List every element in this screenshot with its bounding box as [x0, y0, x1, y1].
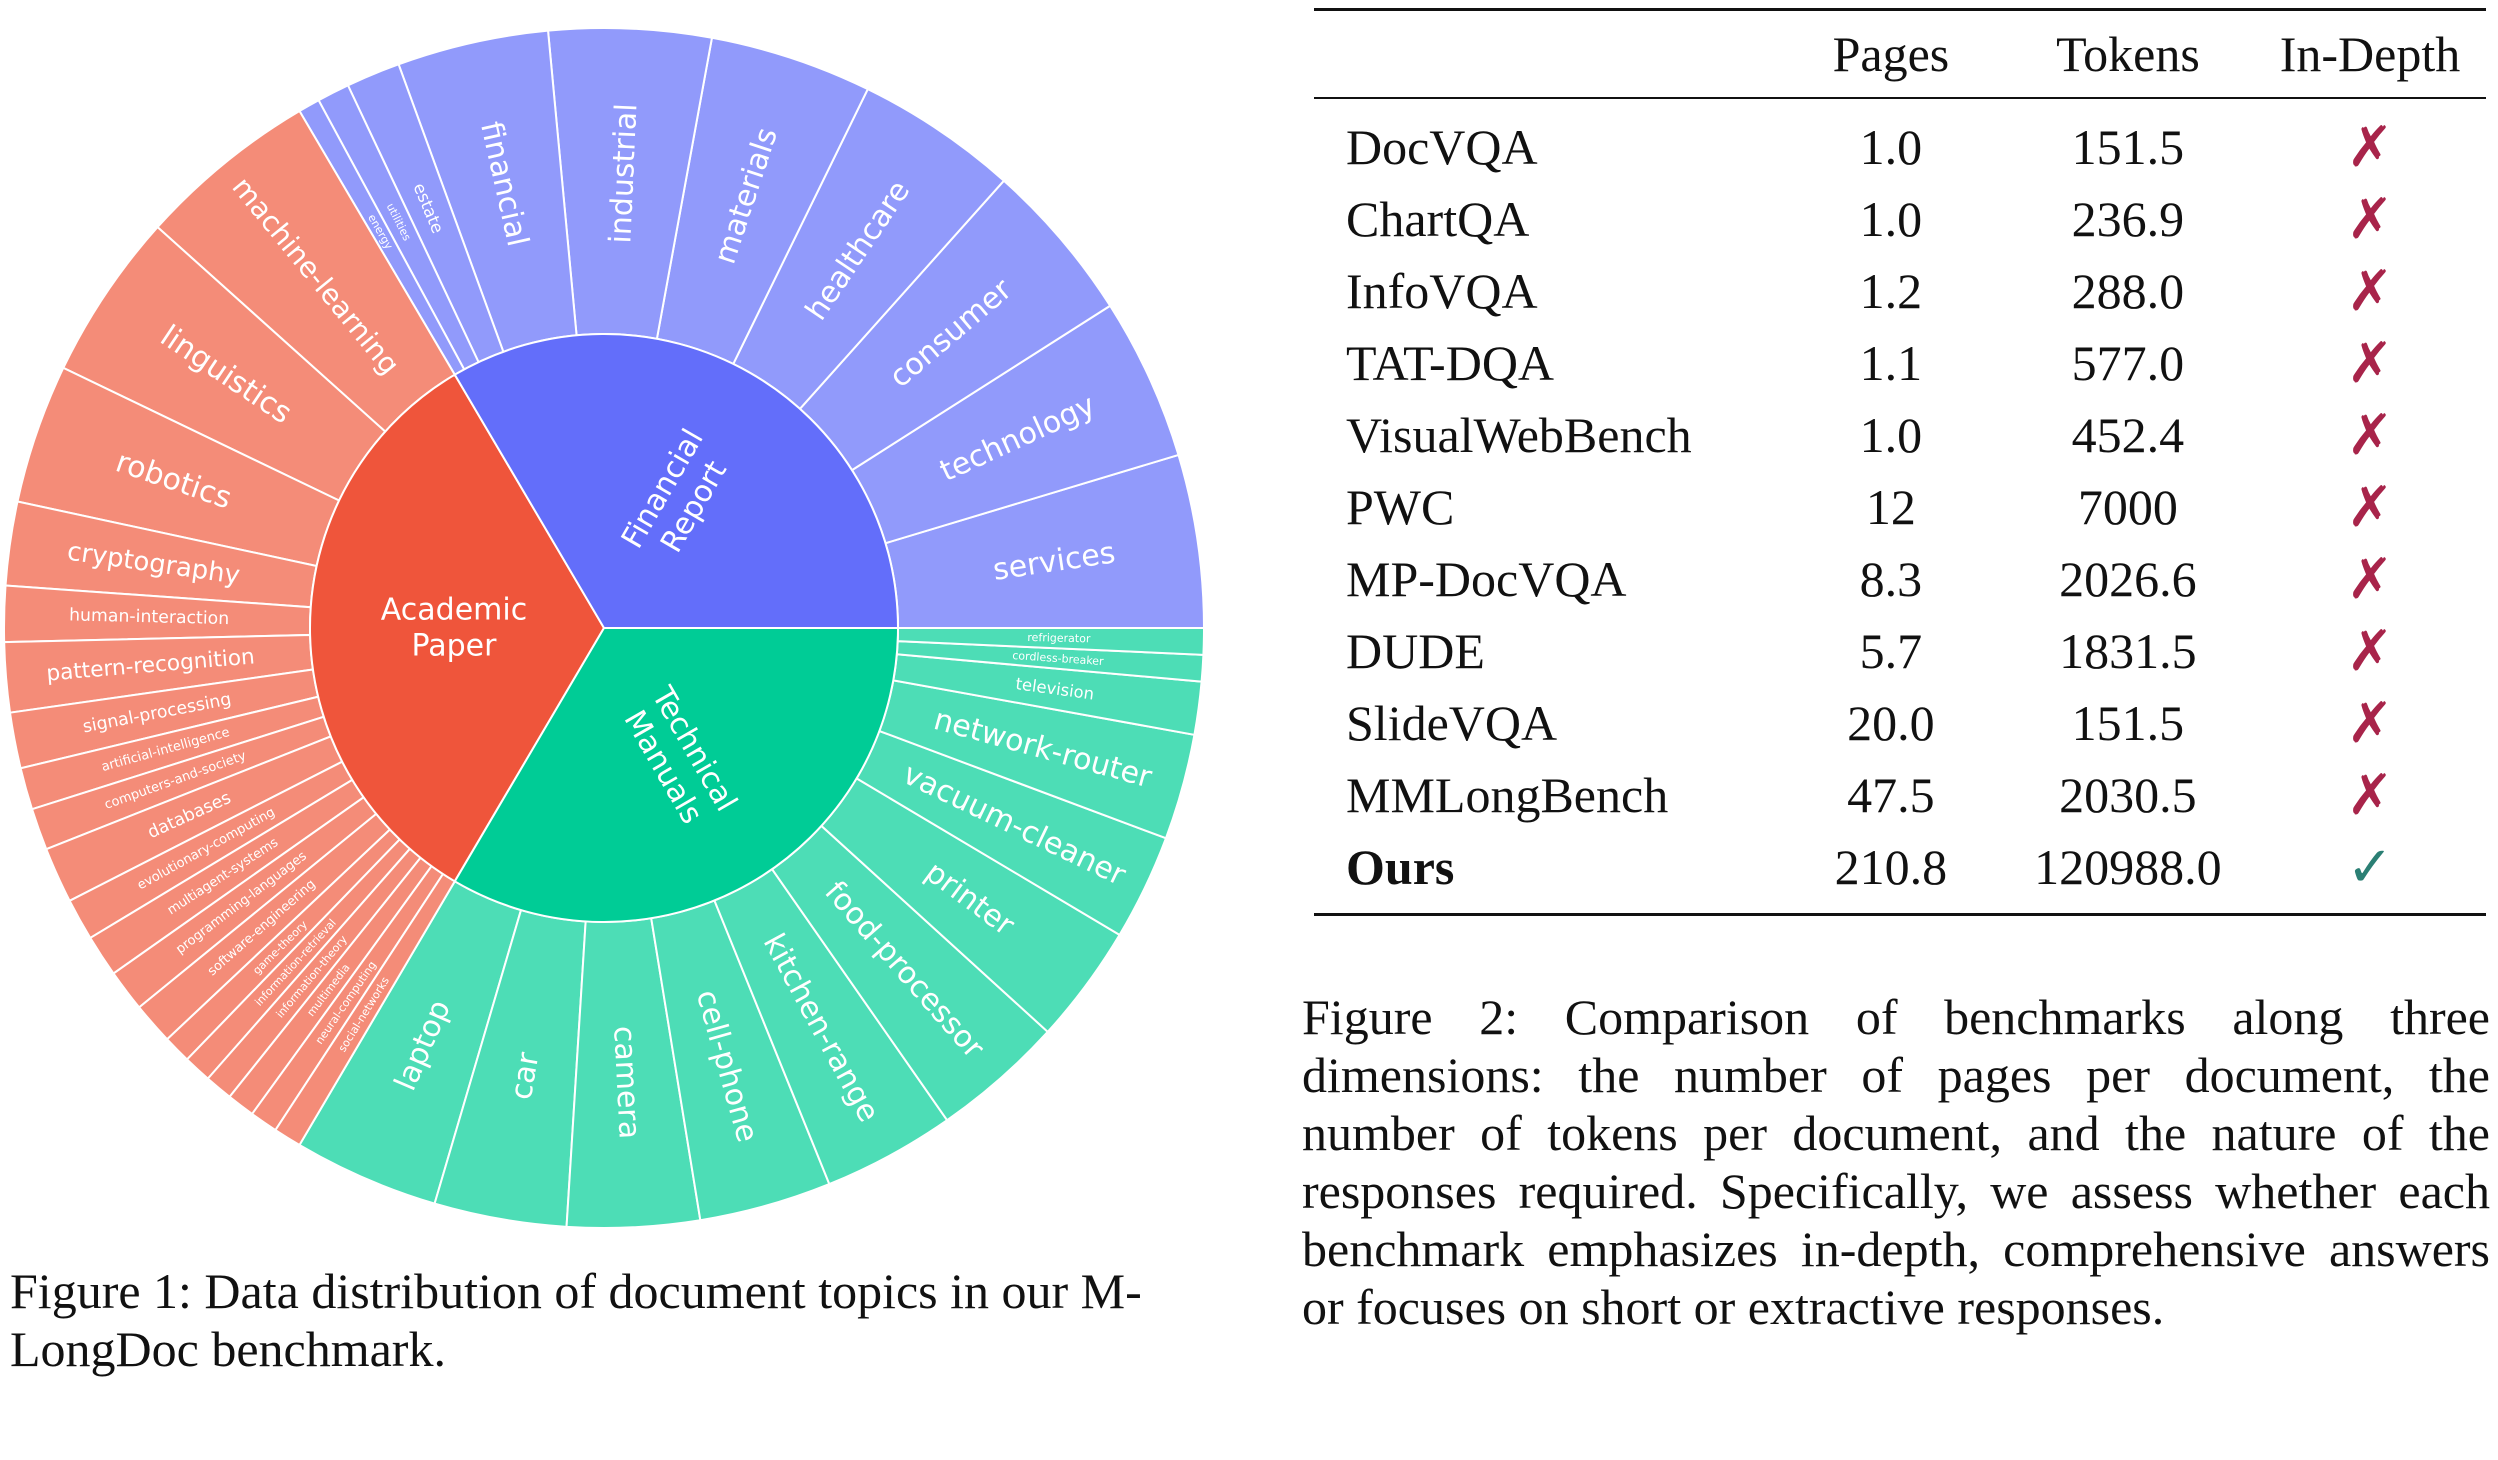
- pages-value: 1.1: [1859, 335, 1923, 391]
- table-row: SlideVQA 20.0 151.5 ✗: [1314, 687, 2486, 759]
- sunburst-outer-label: refrigerator: [1027, 631, 1091, 645]
- header-pages: Pages: [1832, 26, 1950, 82]
- tokens-value: 151.5: [2071, 695, 2185, 751]
- sunburst-outer-label: car: [504, 1049, 547, 1102]
- benchmark-name: MMLongBench: [1346, 767, 1669, 823]
- tokens-value: 7000: [2077, 479, 2178, 535]
- benchmark-table: Pages Tokens In-Depth DocVQA 1.0 151.5 ✗…: [1314, 8, 2486, 916]
- pages-value: 5.7: [1859, 623, 1923, 679]
- table-row: VisualWebBench 1.0 452.4 ✗: [1314, 399, 2486, 471]
- sunburst-outer-label: cordless-breaker: [1012, 649, 1105, 668]
- tokens-value: 577.0: [2071, 335, 2185, 391]
- tokens-value: 1831.5: [2059, 623, 2197, 679]
- tokens-value: 2030.5: [2059, 767, 2197, 823]
- sunburst-outer-label: camera: [606, 1025, 647, 1140]
- table-row: TAT-DQA 1.1 577.0 ✗: [1314, 327, 2486, 399]
- benchmark-name: DocVQA: [1346, 119, 1538, 175]
- sunburst-outer-label: industrial: [603, 103, 644, 245]
- sunburst-inner-segment-academic: [309, 373, 606, 883]
- cross-mark-icon: ✗: [2346, 474, 2394, 540]
- table-row: ChartQA 1.0 236.9 ✗: [1314, 183, 2486, 255]
- tokens-value: 236.9: [2071, 191, 2185, 247]
- header-tokens: Tokens: [2056, 26, 2200, 82]
- benchmark-name: ChartQA: [1346, 191, 1530, 247]
- table-row: PWC 12 7000 ✗: [1314, 471, 2486, 543]
- header-name: [1314, 10, 1780, 99]
- benchmark-name-ours: Ours: [1346, 839, 1455, 895]
- pages-value: 47.5: [1847, 767, 1935, 823]
- pages-value: 8.3: [1859, 551, 1923, 607]
- tokens-value: 2026.6: [2059, 551, 2197, 607]
- cross-mark-icon: ✗: [2346, 618, 2394, 684]
- tokens-value: 288.0: [2071, 263, 2185, 319]
- cross-mark-icon: ✗: [2346, 402, 2394, 468]
- sunburst-inner-segment-technical: [453, 627, 900, 923]
- cross-mark-icon: ✗: [2346, 258, 2394, 324]
- tokens-value: 120988.0: [2034, 839, 2222, 895]
- benchmark-name: InfoVQA: [1346, 263, 1538, 319]
- table-row-ours: Ours 210.8 120988.0 ✓: [1314, 831, 2486, 915]
- pages-value: 20.0: [1847, 695, 1935, 751]
- pages-value: 1.0: [1859, 191, 1923, 247]
- table-header-row: Pages Tokens In-Depth: [1314, 9, 2486, 99]
- benchmark-name: PWC: [1346, 479, 1455, 535]
- benchmark-name: TAT-DQA: [1346, 335, 1555, 391]
- sunburst-inner-label-line: Paper: [412, 629, 498, 664]
- pages-value: 1.0: [1859, 407, 1923, 463]
- cross-mark-icon: ✗: [2346, 114, 2394, 180]
- cross-mark-icon: ✗: [2346, 690, 2394, 756]
- sunburst-chart: services technology consumer healthcare mate…: [0, 0, 1230, 1240]
- cross-mark-icon: ✗: [2346, 546, 2394, 612]
- header-in-depth: In-Depth: [2279, 26, 2461, 82]
- table-row: MMLongBench 47.5 2030.5 ✗: [1314, 759, 2486, 831]
- sunburst-outer-label: human-interaction: [69, 605, 230, 629]
- pages-value: 1.2: [1859, 263, 1923, 319]
- cross-mark-icon: ✗: [2346, 186, 2394, 252]
- cross-mark-icon: ✗: [2346, 762, 2394, 828]
- table-row: InfoVQA 1.2 288.0 ✗: [1314, 255, 2486, 327]
- benchmark-name: VisualWebBench: [1346, 407, 1692, 463]
- sunburst-inner-segment-financial: [453, 333, 900, 629]
- table-row: DocVQA 1.0 151.5 ✗: [1314, 98, 2486, 183]
- benchmark-name: MP-DocVQA: [1346, 551, 1627, 607]
- benchmark-name: DUDE: [1346, 623, 1485, 679]
- figure1-caption: Figure 1: Data distribution of document …: [10, 1263, 1142, 1377]
- sunburst-inner-label-line: Academic: [381, 593, 527, 628]
- pages-value: 12: [1865, 479, 1916, 535]
- table-row: DUDE 5.7 1831.5 ✗: [1314, 615, 2486, 687]
- benchmark-name: SlideVQA: [1346, 695, 1558, 751]
- tokens-value: 151.5: [2071, 119, 2185, 175]
- pages-value: 210.8: [1834, 839, 1948, 895]
- sunburst-svg: servicestechnologyconsumerhealthcaremate…: [3, 27, 1206, 1230]
- table-row: MP-DocVQA 8.3 2026.6 ✗: [1314, 543, 2486, 615]
- tokens-value: 452.4: [2071, 407, 2185, 463]
- cross-mark-icon: ✗: [2346, 330, 2394, 396]
- benchmark-table-figure: Pages Tokens In-Depth DocVQA 1.0 151.5 ✗…: [1314, 8, 2486, 916]
- check-mark-icon: ✓: [2346, 834, 2394, 900]
- pages-value: 1.0: [1859, 119, 1923, 175]
- figure2-caption: Figure 2: Comparison of benchmarks along…: [1302, 989, 2490, 1335]
